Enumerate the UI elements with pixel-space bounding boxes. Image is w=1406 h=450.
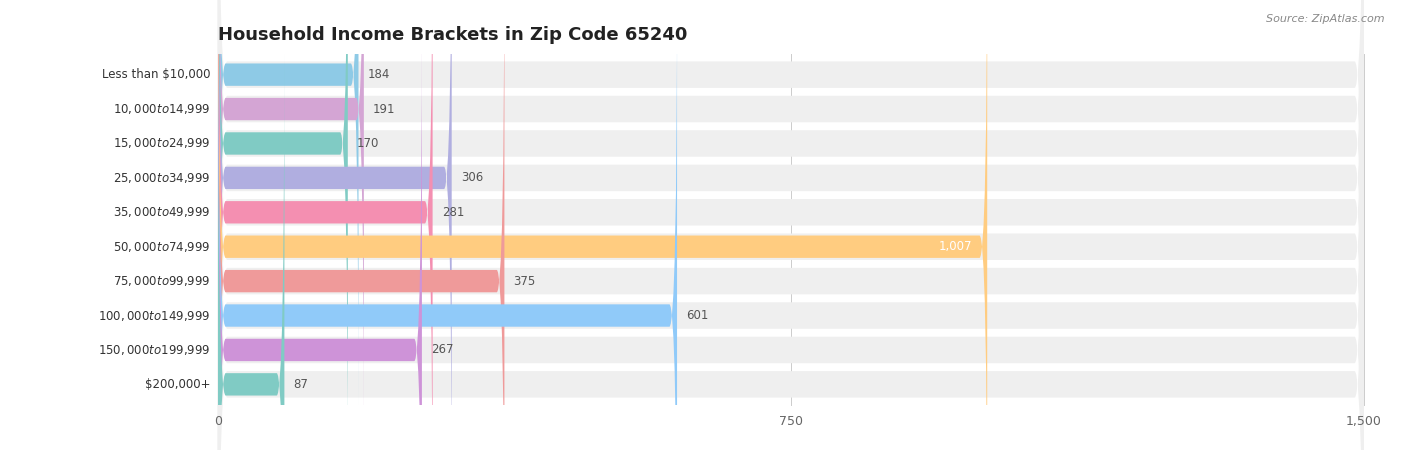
- Text: $150,000 to $199,999: $150,000 to $199,999: [98, 343, 211, 357]
- FancyBboxPatch shape: [218, 0, 1364, 450]
- FancyBboxPatch shape: [218, 0, 678, 450]
- Text: $200,000+: $200,000+: [145, 378, 211, 391]
- Text: $100,000 to $149,999: $100,000 to $149,999: [98, 309, 211, 323]
- Text: 281: 281: [441, 206, 464, 219]
- FancyBboxPatch shape: [218, 0, 1364, 450]
- Text: 601: 601: [686, 309, 709, 322]
- Text: Less than $10,000: Less than $10,000: [101, 68, 211, 81]
- Text: 191: 191: [373, 103, 395, 116]
- Text: $35,000 to $49,999: $35,000 to $49,999: [112, 205, 211, 219]
- FancyBboxPatch shape: [218, 0, 1364, 450]
- Text: 184: 184: [367, 68, 389, 81]
- FancyBboxPatch shape: [218, 0, 433, 450]
- FancyBboxPatch shape: [218, 0, 359, 408]
- Text: 306: 306: [461, 171, 484, 184]
- FancyBboxPatch shape: [218, 0, 1364, 450]
- FancyBboxPatch shape: [218, 0, 451, 450]
- Text: $25,000 to $34,999: $25,000 to $34,999: [112, 171, 211, 185]
- FancyBboxPatch shape: [218, 0, 987, 450]
- FancyBboxPatch shape: [218, 51, 284, 450]
- Text: $10,000 to $14,999: $10,000 to $14,999: [112, 102, 211, 116]
- Text: 170: 170: [357, 137, 380, 150]
- FancyBboxPatch shape: [218, 0, 1364, 450]
- Text: 87: 87: [294, 378, 308, 391]
- FancyBboxPatch shape: [218, 0, 364, 442]
- FancyBboxPatch shape: [218, 0, 1364, 450]
- Text: Household Income Brackets in Zip Code 65240: Household Income Brackets in Zip Code 65…: [218, 26, 688, 44]
- Text: $15,000 to $24,999: $15,000 to $24,999: [112, 136, 211, 150]
- Text: Source: ZipAtlas.com: Source: ZipAtlas.com: [1267, 14, 1385, 23]
- FancyBboxPatch shape: [218, 0, 1364, 450]
- Text: 375: 375: [513, 274, 536, 288]
- FancyBboxPatch shape: [218, 0, 505, 450]
- Text: 267: 267: [432, 343, 454, 356]
- FancyBboxPatch shape: [218, 0, 1364, 450]
- FancyBboxPatch shape: [218, 17, 422, 450]
- FancyBboxPatch shape: [218, 0, 347, 450]
- FancyBboxPatch shape: [218, 0, 1364, 450]
- Text: 1,007: 1,007: [938, 240, 972, 253]
- FancyBboxPatch shape: [218, 0, 1364, 450]
- Text: $75,000 to $99,999: $75,000 to $99,999: [112, 274, 211, 288]
- Text: $50,000 to $74,999: $50,000 to $74,999: [112, 240, 211, 254]
